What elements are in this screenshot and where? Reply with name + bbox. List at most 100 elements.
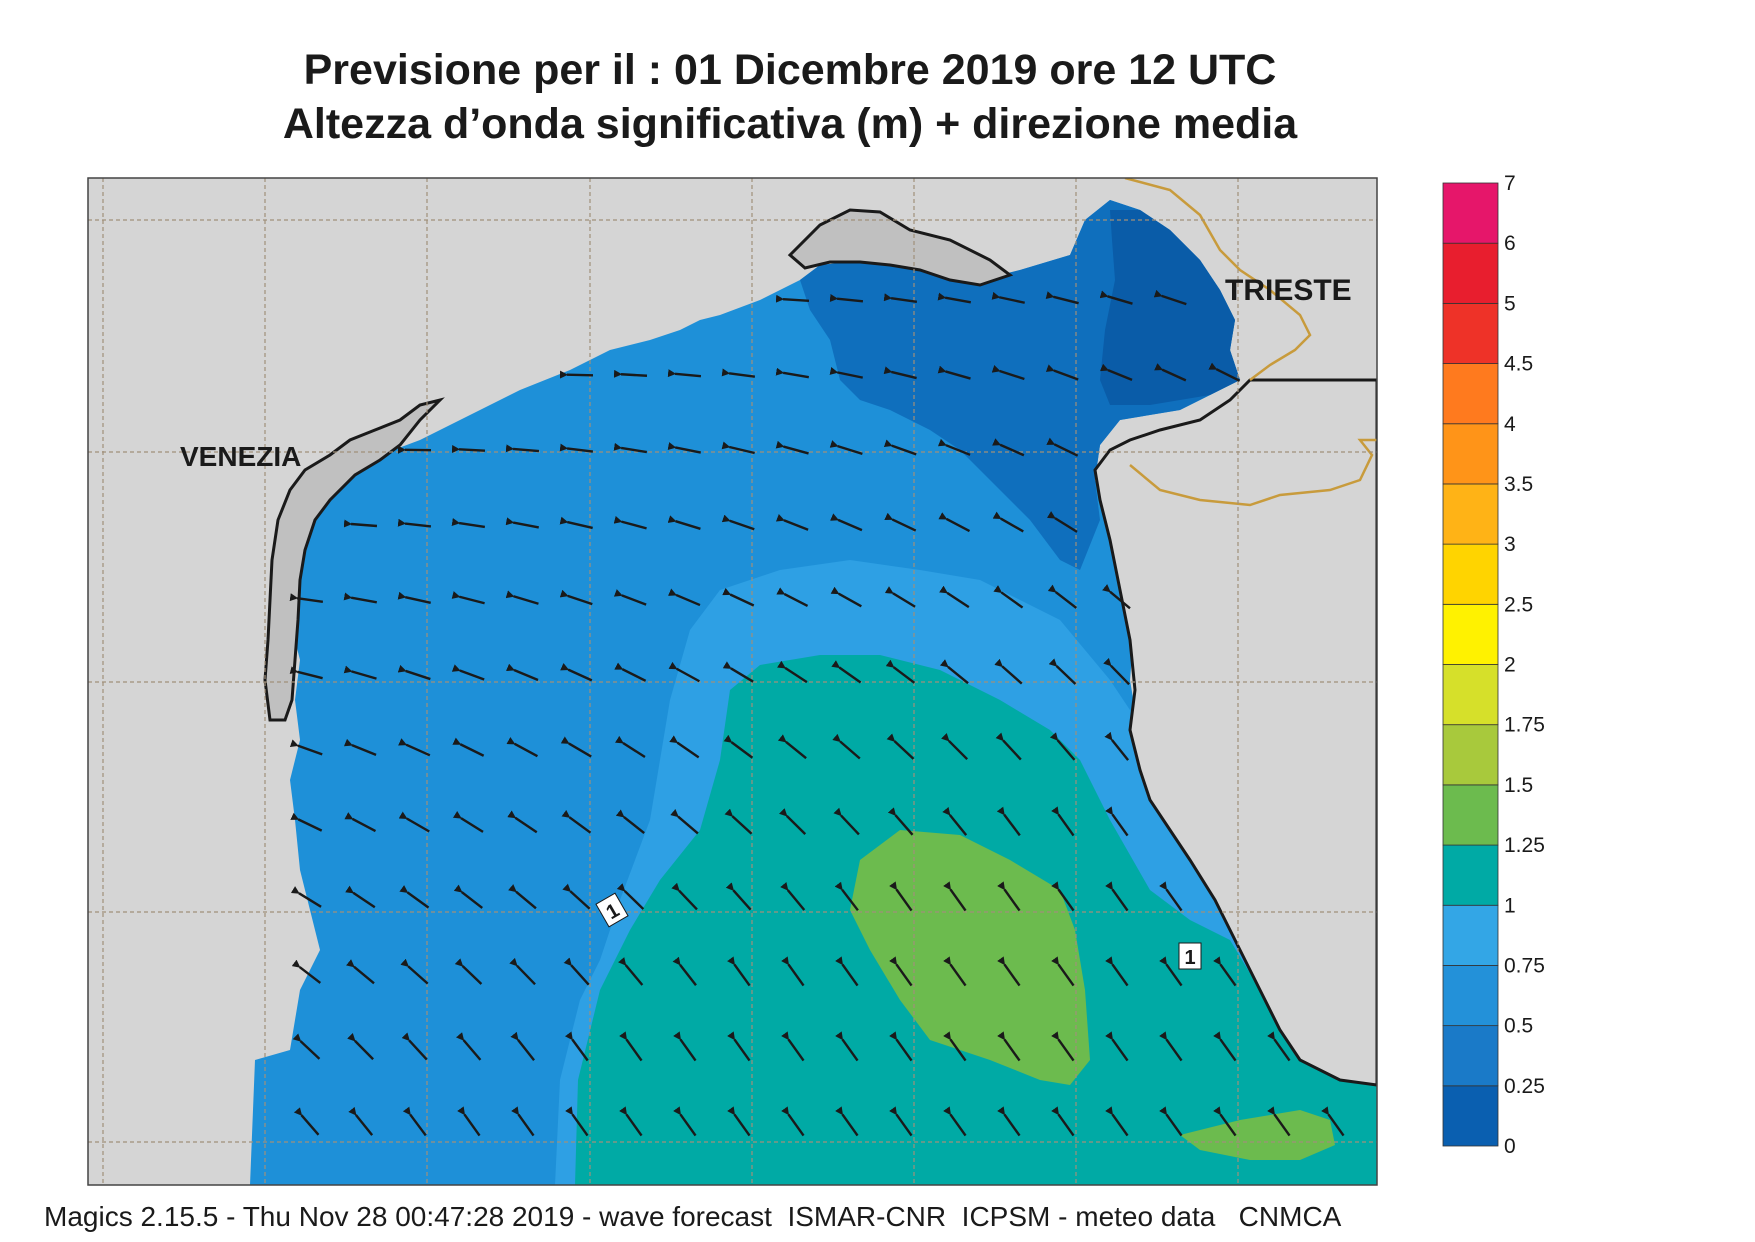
wave-direction-arrow (835, 1106, 859, 1137)
wave-direction-arrow (1267, 1106, 1291, 1137)
wave-direction-arrow (289, 739, 323, 756)
wave-direction-arrow (402, 1106, 427, 1137)
colorbar-swatch (1442, 242, 1499, 304)
wave-direction-arrow (725, 882, 752, 911)
colorbar-swatch (1442, 543, 1499, 605)
wave-direction-arrow (613, 515, 647, 530)
wave-direction-arrow (399, 885, 430, 909)
wave-direction-arrow (835, 956, 859, 987)
wave-direction-arrow (721, 514, 755, 531)
colorbar-tick-label: 0.5 (1504, 1015, 1533, 1038)
colorbar-tick-label: 0 (1504, 1135, 1516, 1158)
wave-direction-arrow (1102, 584, 1131, 610)
wave-direction-arrow (1208, 362, 1241, 382)
wave-direction-arrow (343, 738, 377, 756)
wave-direction-arrow (565, 1106, 589, 1137)
contour-label-1-west: 1 (595, 892, 629, 928)
wave-direction-arrow (667, 369, 702, 378)
wave-direction-arrow (939, 585, 970, 609)
wave-direction-arrow (451, 664, 485, 681)
wave-direction-arrow (889, 956, 913, 987)
wave-direction-arrow (618, 957, 644, 986)
wave-direction-arrow (505, 590, 539, 605)
colorbar-swatch (1442, 363, 1499, 425)
wave-direction-arrow (613, 369, 648, 378)
colorbar-tick-label: 6 (1504, 232, 1516, 255)
colorbar-legend: 0 0.25 0.5 0.75 1 1.25 1.5 1.75 2 2.5 3 3.5 4 4.5 5 6 7 (1442, 172, 1545, 1158)
wave-direction-arrow (991, 365, 1025, 381)
sea-zone-0-025 (1100, 210, 1240, 405)
wave-direction-arrow (1105, 956, 1129, 987)
wave-direction-arrow (505, 444, 540, 453)
wave-direction-arrow (451, 445, 486, 454)
wave-direction-arrow (1105, 881, 1129, 912)
colorbar-swatch (1442, 844, 1499, 906)
wave-direction-arrow (938, 512, 971, 533)
wave-direction-arrow (506, 737, 539, 758)
sea-zone-125-15-south (1180, 1110, 1335, 1160)
wave-direction-arrow (1105, 1106, 1129, 1137)
wave-direction-arrow (996, 806, 1021, 837)
wave-direction-arrow (1159, 881, 1183, 912)
wave-direction-arrow (668, 588, 701, 607)
wave-direction-arrow (775, 514, 809, 531)
wave-direction-arrow (781, 1031, 805, 1062)
wave-direction-arrow (775, 367, 810, 379)
colorbar-swatch (1442, 1025, 1499, 1087)
wave-direction-arrow (508, 884, 537, 910)
wave-direction-arrow (830, 513, 863, 532)
wave-direction-arrow (722, 587, 755, 607)
wave-direction-arrow (397, 664, 431, 681)
wave-direction-arrow (943, 1106, 967, 1137)
colorbar-tick-label: 7 (1504, 172, 1516, 195)
wave-direction-arrow (560, 736, 592, 758)
wave-direction-arrow (1213, 956, 1237, 987)
wave-direction-arrow (884, 586, 916, 608)
wave-direction-arrow (781, 956, 805, 987)
wave-direction-arrow (1051, 806, 1075, 837)
colorbar-tick-label: 3 (1504, 533, 1516, 556)
map-title-variable: Altezza d’onda significativa (m) + direz… (282, 100, 1298, 148)
wave-direction-arrow (994, 658, 1023, 685)
wave-direction-arrow (559, 516, 593, 530)
wave-direction-arrow (343, 592, 378, 604)
wave-direction-arrow (1159, 956, 1183, 987)
wave-direction-arrow (559, 589, 593, 606)
wave-direction-arrow (672, 956, 697, 986)
wave-direction-arrow (829, 293, 864, 303)
wave-direction-arrow (559, 370, 594, 379)
wave-direction-arrow (451, 518, 486, 529)
wave-direction-arrow (673, 1031, 697, 1062)
wave-direction-arrow (829, 367, 863, 379)
wave-direction-arrow (727, 1031, 751, 1062)
wave-direction-arrow (561, 809, 592, 834)
wave-direction-arrow (507, 810, 538, 834)
wave-direction-arrow (943, 956, 967, 987)
wave-direction-arrow (832, 733, 861, 760)
wave-direction-arrow (619, 1106, 643, 1137)
colorbar-tick-label: 2.5 (1504, 593, 1533, 616)
wave-direction-arrow (398, 738, 431, 757)
wave-direction-arrow (884, 512, 917, 532)
wave-direction-arrow (1045, 291, 1079, 305)
wave-direction-arrow (451, 591, 485, 605)
wave-direction-arrow (397, 518, 432, 528)
colorbar-swatch (1442, 483, 1499, 545)
wave-direction-arrow (343, 519, 378, 528)
wave-direction-arrow (1213, 1031, 1237, 1062)
wave-direction-arrow (347, 1032, 374, 1061)
wave-direction-arrow (1051, 956, 1075, 987)
wave-direction-arrow (941, 733, 969, 761)
wave-direction-arrow (671, 882, 698, 911)
wave-direction-arrow (343, 665, 377, 680)
colorbar-tick-label: 0.25 (1504, 1075, 1545, 1098)
wave-direction-arrow (615, 809, 645, 835)
wave-direction-arrow (614, 735, 646, 758)
wave-direction-arrow (397, 591, 431, 604)
wave-direction-arrow (613, 589, 647, 606)
wave-direction-arrow (937, 365, 971, 380)
colorbar-tick-label: 0.75 (1504, 954, 1545, 977)
wave-direction-arrow (344, 812, 377, 833)
colorbar-swatch (1442, 1085, 1499, 1147)
wave-direction-arrow (454, 958, 483, 985)
